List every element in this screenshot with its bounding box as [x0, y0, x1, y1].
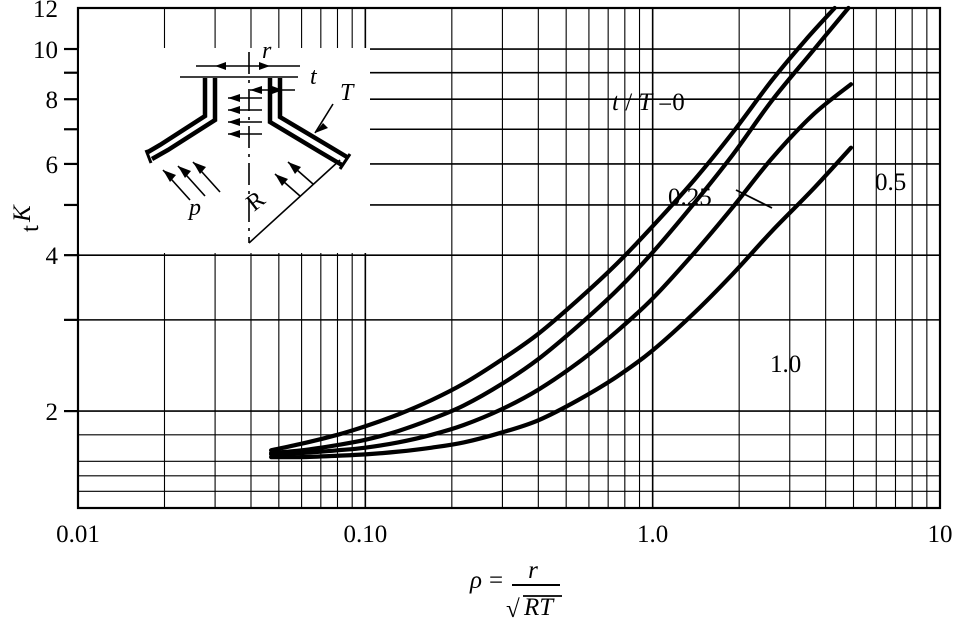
y-axis-tick-marks [64, 47, 78, 413]
x-tick-label: 0.10 [343, 521, 387, 548]
inset-right-shell-wall [277, 78, 349, 159]
inset-right-end-cap [338, 153, 352, 170]
x-axis-tick-labels: 0.01 0.10 1.0 10 [56, 521, 952, 548]
x-tick-label: 0.01 [56, 521, 100, 548]
y-tick-label: 10 [33, 37, 58, 64]
inset-r-arrow-left [215, 62, 226, 70]
inset-label-T: T [340, 80, 355, 106]
inset-label-p: p [187, 195, 201, 221]
inset-internal-pressure-arrows [228, 94, 262, 138]
inset-left-shell-wall [150, 78, 218, 161]
y-tick-label: 8 [46, 87, 59, 114]
label-tT-0: t / T =0 [612, 89, 685, 116]
y-tick-label: 4 [46, 243, 59, 270]
inset-left-nozzle-wall [146, 78, 208, 154]
curve-series-3 [269, 145, 854, 460]
curve-series-1 [269, 5, 851, 456]
y-tick-label: 2 [46, 399, 59, 426]
label-tT-05: 0.5 [875, 169, 906, 196]
x-axis-title: ρ = r √ RT [469, 557, 562, 623]
inset-label-t: t [310, 64, 318, 90]
inset-label-r: r [262, 38, 272, 64]
y-tick-label: 6 [46, 152, 59, 179]
inset-T-leader-line [314, 103, 334, 134]
x-axis-title-numerator: r [528, 557, 538, 584]
y-axis-title-K: K [9, 204, 36, 223]
inset-R-arrows [274, 161, 314, 197]
inset-r-arrow-right [259, 62, 270, 70]
inset-left-end-cap [144, 149, 153, 164]
inset-background-mask [79, 48, 370, 253]
x-axis-title-denominator: RT [523, 594, 555, 621]
y-axis-title-subscript-t: t [17, 225, 44, 232]
label-leader-line-025 [735, 189, 773, 209]
y-axis-title: K t [9, 204, 44, 232]
curve-labels: t / T =0 0.25 0.5 1.0 [612, 89, 906, 378]
inset-R-radius-line [248, 159, 341, 244]
inset-pressure-p-arrows [162, 161, 221, 201]
x-axis-title-equals: = [489, 567, 503, 594]
y-axis-tick-labels: 12 10 8 6 4 2 [33, 0, 59, 426]
y-tick-label: 12 [33, 0, 58, 23]
x-tick-label: 1.0 [637, 521, 668, 548]
inset-t-arrow-right [272, 86, 283, 94]
inset-T-arrow [315, 123, 328, 133]
label-tT-10: 1.0 [770, 351, 801, 378]
inset-right-nozzle-wall [267, 78, 344, 167]
plot-frame [76, 6, 942, 510]
label-tT-025: 0.25 [668, 184, 712, 211]
x-tick-label: 10 [928, 521, 953, 548]
curve-series-0 [269, 5, 837, 453]
inset-t-arrow-left [250, 86, 262, 94]
x-axis-title-radical: √ [506, 596, 520, 623]
x-axis-title-rho: ρ [469, 567, 482, 594]
inset-diagram: r t T R p [79, 38, 370, 253]
